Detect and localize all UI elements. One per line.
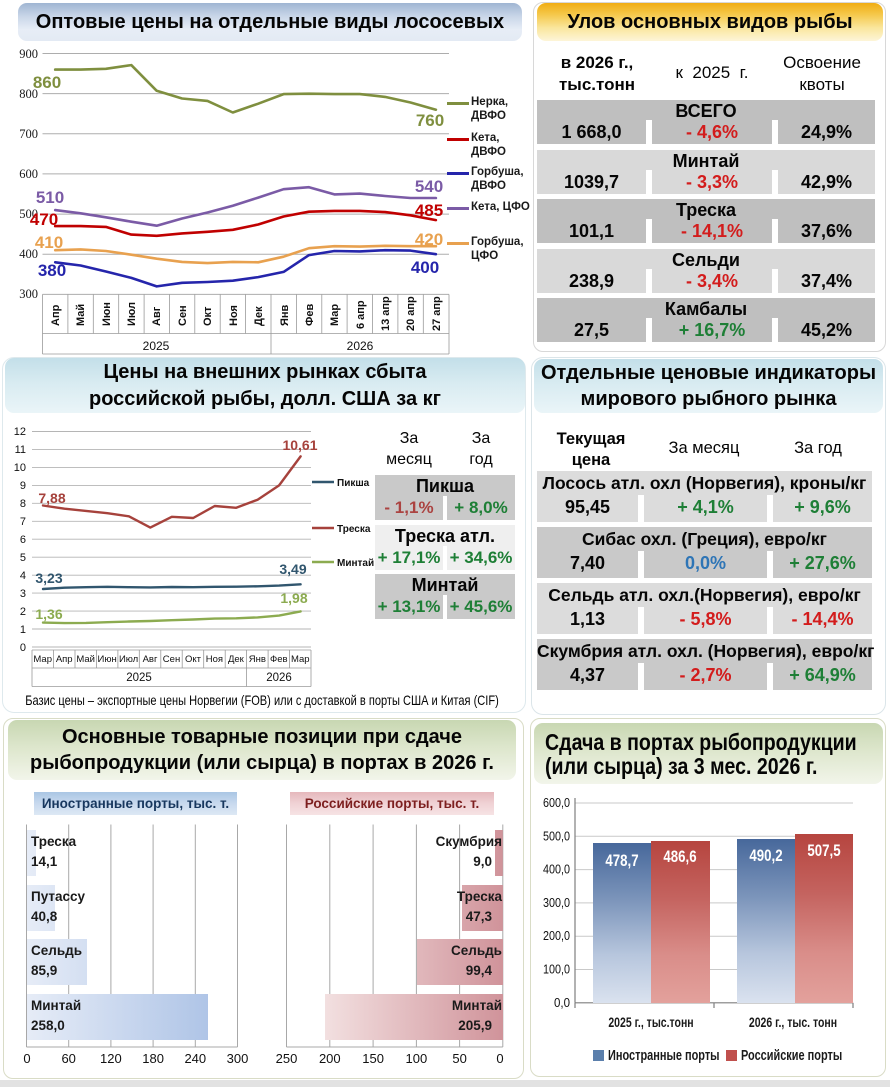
svg-text:3: 3 [20,588,26,600]
svg-text:13 апр: 13 апр [380,296,392,331]
svg-text:120: 120 [100,1051,122,1066]
svg-text:Фев: Фев [304,303,316,326]
svg-text:420: 420 [415,230,443,249]
svg-text:Май: Май [76,654,95,665]
svg-text:500,0: 500,0 [543,829,570,843]
svg-text:2: 2 [20,606,26,618]
svg-text:Дек: Дек [253,306,265,326]
svg-text:5: 5 [20,552,26,564]
svg-text:Мар: Мар [329,304,341,326]
svg-text:180: 180 [142,1051,164,1066]
svg-text:2026: 2026 [347,339,374,353]
svg-text:Сен: Сен [177,305,189,326]
svg-text:27 апр: 27 апр [431,296,443,331]
svg-text:Дек: Дек [228,654,245,665]
svg-text:2025: 2025 [126,672,152,684]
svg-text:400,0: 400,0 [543,863,570,877]
svg-text:Май: Май [75,304,87,326]
svg-text:0,0: 0,0 [554,996,570,1010]
svg-text:Пикша: Пикша [337,478,370,489]
svg-text:250: 250 [276,1051,298,1066]
svg-text:Окт: Окт [202,306,214,326]
svg-text:Мар: Мар [33,654,52,665]
svg-text:485: 485 [415,201,443,220]
svg-text:380: 380 [38,261,66,280]
svg-text:Минтай: Минтай [337,558,374,569]
svg-text:50: 50 [452,1051,466,1066]
svg-text:200,0: 200,0 [543,929,570,943]
svg-text:800: 800 [19,87,38,101]
svg-text:Апр: Апр [56,654,73,665]
svg-text:9: 9 [20,480,26,492]
svg-text:Июн: Июн [97,654,116,665]
svg-text:600,0: 600,0 [543,796,570,810]
svg-text:6 апр: 6 апр [355,300,367,329]
svg-text:Мар: Мар [291,654,310,665]
svg-text:4: 4 [20,570,26,582]
svg-text:7,88: 7,88 [38,490,65,506]
svg-text:Фев: Фев [270,654,288,665]
svg-text:Ноя: Ноя [206,654,223,665]
svg-text:Июн: Июн [101,302,113,326]
svg-text:240: 240 [184,1051,206,1066]
svg-text:100,0: 100,0 [543,963,570,977]
svg-text:510: 510 [36,188,64,207]
svg-text:1,98: 1,98 [280,590,307,606]
svg-text:60: 60 [61,1051,75,1066]
svg-text:300: 300 [227,1051,249,1066]
svg-text:8: 8 [20,498,26,510]
svg-text:760: 760 [416,111,444,130]
svg-text:150: 150 [362,1051,384,1066]
svg-text:470: 470 [30,210,58,229]
svg-text:700: 700 [19,127,38,141]
svg-text:Окт: Окт [185,654,202,665]
svg-text:Апр: Апр [50,304,62,326]
svg-text:7: 7 [20,516,26,528]
svg-text:20 апр: 20 апр [405,296,417,331]
svg-text:10,61: 10,61 [282,437,317,453]
svg-text:2025: 2025 [143,339,170,353]
svg-text:410: 410 [35,233,63,252]
svg-text:500: 500 [19,207,38,221]
svg-text:Авг: Авг [151,306,163,326]
svg-text:300: 300 [19,287,38,301]
svg-text:Сен: Сен [163,654,180,665]
svg-text:400: 400 [411,258,439,277]
svg-text:200: 200 [319,1051,341,1066]
svg-text:Янв: Янв [279,304,291,326]
svg-text:Авг: Авг [143,654,158,665]
svg-text:0: 0 [496,1051,503,1066]
svg-text:Янв: Янв [249,654,266,665]
svg-text:12: 12 [14,426,26,438]
svg-text:300,0: 300,0 [543,896,570,910]
svg-text:3,49: 3,49 [279,561,306,577]
svg-text:1: 1 [20,624,26,636]
svg-text:3,23: 3,23 [35,570,62,586]
svg-text:1,36: 1,36 [35,606,62,622]
svg-text:900: 900 [19,47,38,61]
svg-text:0: 0 [20,642,26,654]
svg-text:Июл: Июл [119,654,138,665]
svg-text:860: 860 [33,73,61,92]
svg-text:Июл: Июл [126,302,138,326]
svg-text:10: 10 [14,462,26,474]
svg-text:11: 11 [15,444,26,456]
svg-text:Ноя: Ноя [228,305,240,326]
svg-text:0: 0 [23,1051,30,1066]
svg-text:2026: 2026 [266,672,292,684]
svg-text:6: 6 [20,534,26,546]
svg-text:600: 600 [19,167,38,181]
svg-text:540: 540 [415,177,443,196]
svg-text:Треска: Треска [337,524,371,535]
svg-text:400: 400 [19,247,38,261]
svg-text:100: 100 [406,1051,428,1066]
